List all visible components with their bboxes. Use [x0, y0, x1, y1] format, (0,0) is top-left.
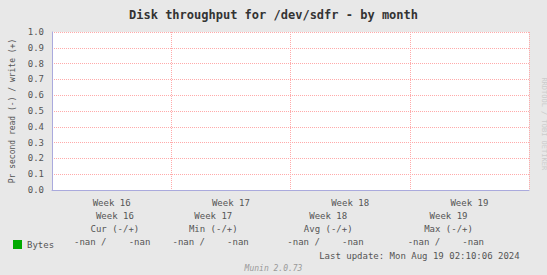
svg-text:Week 17: Week 17	[194, 211, 232, 221]
svg-text:Pr second read (-) / write (+): Pr second read (-) / write (+)	[8, 39, 17, 184]
svg-text:Week 16: Week 16	[96, 211, 134, 221]
svg-text:-nan /: -nan /	[74, 237, 107, 247]
svg-text:-nan: -nan	[342, 237, 364, 247]
svg-text:0.8: 0.8	[28, 59, 44, 69]
svg-text:0.4: 0.4	[28, 122, 44, 132]
svg-text:Bytes: Bytes	[27, 240, 54, 250]
svg-text:Week 18: Week 18	[309, 211, 347, 221]
svg-text:0.1: 0.1	[28, 169, 44, 179]
svg-text:Munin 2.0.73: Munin 2.0.73	[244, 264, 303, 273]
svg-text:Week 18: Week 18	[331, 198, 369, 208]
svg-text:Disk throughput for /dev/sdfr: Disk throughput for /dev/sdfr - by month	[129, 8, 418, 22]
svg-text:-nan: -nan	[129, 237, 151, 247]
svg-text:Week 19: Week 19	[450, 198, 488, 208]
svg-text:-nan /: -nan /	[172, 237, 205, 247]
svg-text:Week 16: Week 16	[93, 198, 131, 208]
svg-text:0.3: 0.3	[28, 138, 44, 148]
svg-text:Avg (-/+): Avg (-/+)	[304, 224, 353, 234]
svg-text:-nan /: -nan /	[408, 237, 441, 247]
svg-text:0.5: 0.5	[28, 106, 44, 116]
svg-text:0.9: 0.9	[28, 43, 44, 53]
svg-text:Cur (-/+): Cur (-/+)	[90, 224, 139, 234]
svg-text:Min (-/+): Min (-/+)	[189, 224, 238, 234]
svg-text:0.7: 0.7	[28, 74, 44, 84]
svg-text:0.0: 0.0	[28, 185, 44, 195]
svg-text:Week 17: Week 17	[212, 198, 250, 208]
svg-text:Max (-/+): Max (-/+)	[424, 224, 473, 234]
svg-text:-nan /: -nan /	[287, 237, 320, 247]
svg-text:0.2: 0.2	[28, 153, 44, 163]
svg-text:0.6: 0.6	[28, 90, 44, 100]
svg-text:RRDTOOL / TOBI OETIKER: RRDTOOL / TOBI OETIKER	[540, 77, 547, 171]
svg-text:-nan: -nan	[462, 237, 484, 247]
svg-text:1.0: 1.0	[28, 27, 44, 37]
svg-text:Week 19: Week 19	[430, 211, 468, 221]
svg-text:Last update: Mon Aug 19 02:10:: Last update: Mon Aug 19 02:10:06 2024	[319, 251, 519, 261]
svg-text:-nan: -nan	[227, 237, 249, 247]
